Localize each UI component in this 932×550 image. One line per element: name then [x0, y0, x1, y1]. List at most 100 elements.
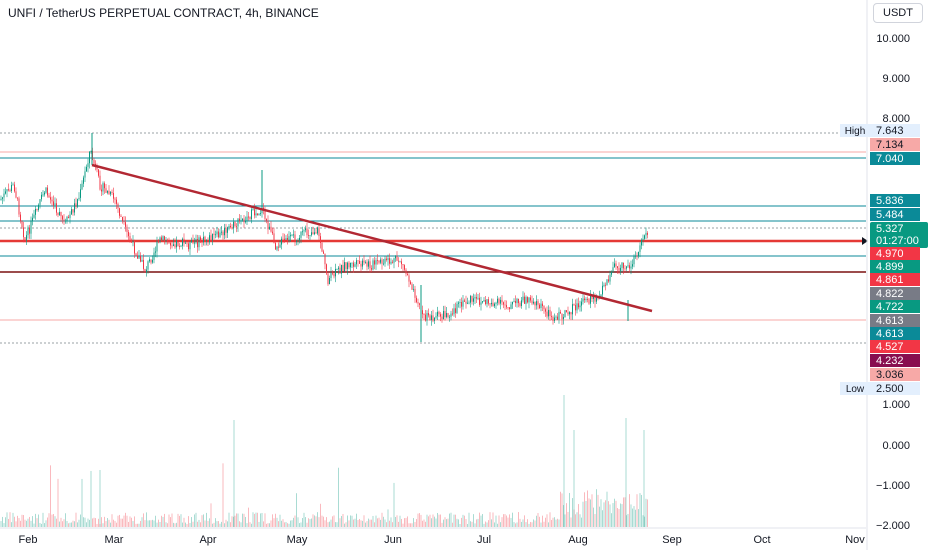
candle-body	[326, 264, 327, 274]
x-tick-label: Nov	[845, 534, 865, 546]
candle-body	[428, 313, 429, 316]
volume-bar	[515, 523, 516, 527]
volume-bar	[140, 520, 141, 527]
volume-bar	[372, 515, 374, 527]
volume-bar	[450, 512, 452, 527]
volume-bar	[582, 501, 584, 527]
volume-bar	[128, 521, 129, 527]
volume-bar	[66, 520, 68, 527]
volume-bar	[33, 523, 35, 527]
volume-bar	[527, 519, 528, 527]
volume-bar	[575, 514, 576, 527]
volume-bar	[534, 520, 536, 527]
candle-body	[504, 304, 506, 306]
volume-bar	[354, 518, 356, 527]
candle-body	[593, 296, 594, 299]
candle-body	[48, 195, 50, 198]
time-axis: Feb Mar Apr May Jun Jul Aug Sep Oct Nov	[0, 527, 866, 546]
candle-body	[266, 218, 267, 221]
volume-bar	[539, 516, 540, 527]
volume-bar	[573, 509, 575, 527]
volume-bar	[14, 516, 15, 527]
y-tick-label: 1.000	[882, 399, 910, 411]
volume-bar	[161, 515, 162, 527]
candle-body	[80, 189, 81, 198]
candle-body	[96, 166, 98, 170]
candle-body	[228, 225, 230, 228]
volume-bar	[285, 521, 287, 527]
candle-body	[344, 262, 345, 272]
volume-bar	[576, 512, 578, 527]
volume-bar	[437, 512, 438, 527]
candle-body	[26, 235, 27, 241]
candle-body	[510, 304, 512, 310]
candle-body	[23, 227, 24, 238]
volume-bar	[351, 515, 353, 527]
candle-body	[497, 298, 498, 303]
price-label-box	[870, 138, 920, 151]
candle-body	[77, 199, 78, 207]
volume-bar	[423, 519, 425, 527]
volume-bar	[153, 520, 155, 527]
candle-body	[384, 258, 386, 264]
candle-body	[461, 302, 462, 307]
volume-bar	[204, 520, 206, 527]
price-label-box	[870, 194, 920, 207]
candle-body	[140, 255, 141, 262]
volume-bar	[446, 519, 447, 527]
volume-bar	[447, 518, 449, 527]
candle-body	[563, 316, 564, 320]
volume-bar	[315, 516, 317, 527]
current-price-arrow	[862, 237, 868, 245]
candle-body	[107, 190, 108, 193]
candle-body	[495, 302, 497, 304]
currency-selector-button[interactable]: USDT	[873, 3, 923, 23]
volume-bar	[159, 521, 161, 527]
candle-body	[257, 213, 258, 216]
volume-bar	[143, 513, 144, 527]
volume-bar	[506, 515, 507, 527]
volume-bar	[384, 519, 386, 527]
volume-bar	[53, 514, 54, 527]
candle-body	[188, 243, 189, 250]
candle-body	[351, 262, 353, 264]
candle-body	[335, 268, 336, 277]
candle-body	[341, 265, 342, 274]
volume-bar	[107, 518, 108, 527]
candle-body	[494, 303, 495, 307]
volume-bar	[492, 512, 494, 527]
candle-body	[602, 285, 603, 295]
candle-body	[194, 242, 195, 244]
candle-body	[377, 260, 378, 261]
candle-body	[153, 252, 155, 260]
candle-body	[99, 175, 101, 190]
volume-bar	[234, 515, 236, 527]
countdown-label: 01:27:00	[876, 235, 919, 247]
volume-bar	[194, 514, 195, 527]
volume-bar	[200, 522, 201, 527]
volume-bar	[371, 519, 372, 527]
candle-body	[596, 297, 597, 302]
price-label-box	[870, 340, 920, 353]
candle-body	[585, 299, 587, 301]
candle-body	[387, 258, 389, 260]
volume-bar	[192, 521, 194, 527]
candle-body	[71, 209, 72, 215]
volume-bar	[603, 502, 605, 527]
candle-body	[65, 220, 66, 222]
candle-body	[522, 296, 524, 301]
volume-bar	[471, 521, 473, 527]
candle-body	[327, 273, 329, 285]
candle-body	[308, 235, 309, 236]
volume-bar	[396, 515, 398, 527]
volume-bar	[357, 520, 359, 527]
price-label-box	[870, 382, 920, 395]
volume-bar	[212, 523, 213, 527]
candle-body	[90, 150, 92, 152]
candle-body	[276, 246, 278, 250]
volume-bar	[8, 518, 9, 527]
volume-bar	[389, 520, 390, 527]
price-axis: 10.000 9.000 8.000 1.000 0.000 −1.000 −2.000 Hi…	[840, 0, 928, 550]
volume-bar	[80, 514, 81, 527]
